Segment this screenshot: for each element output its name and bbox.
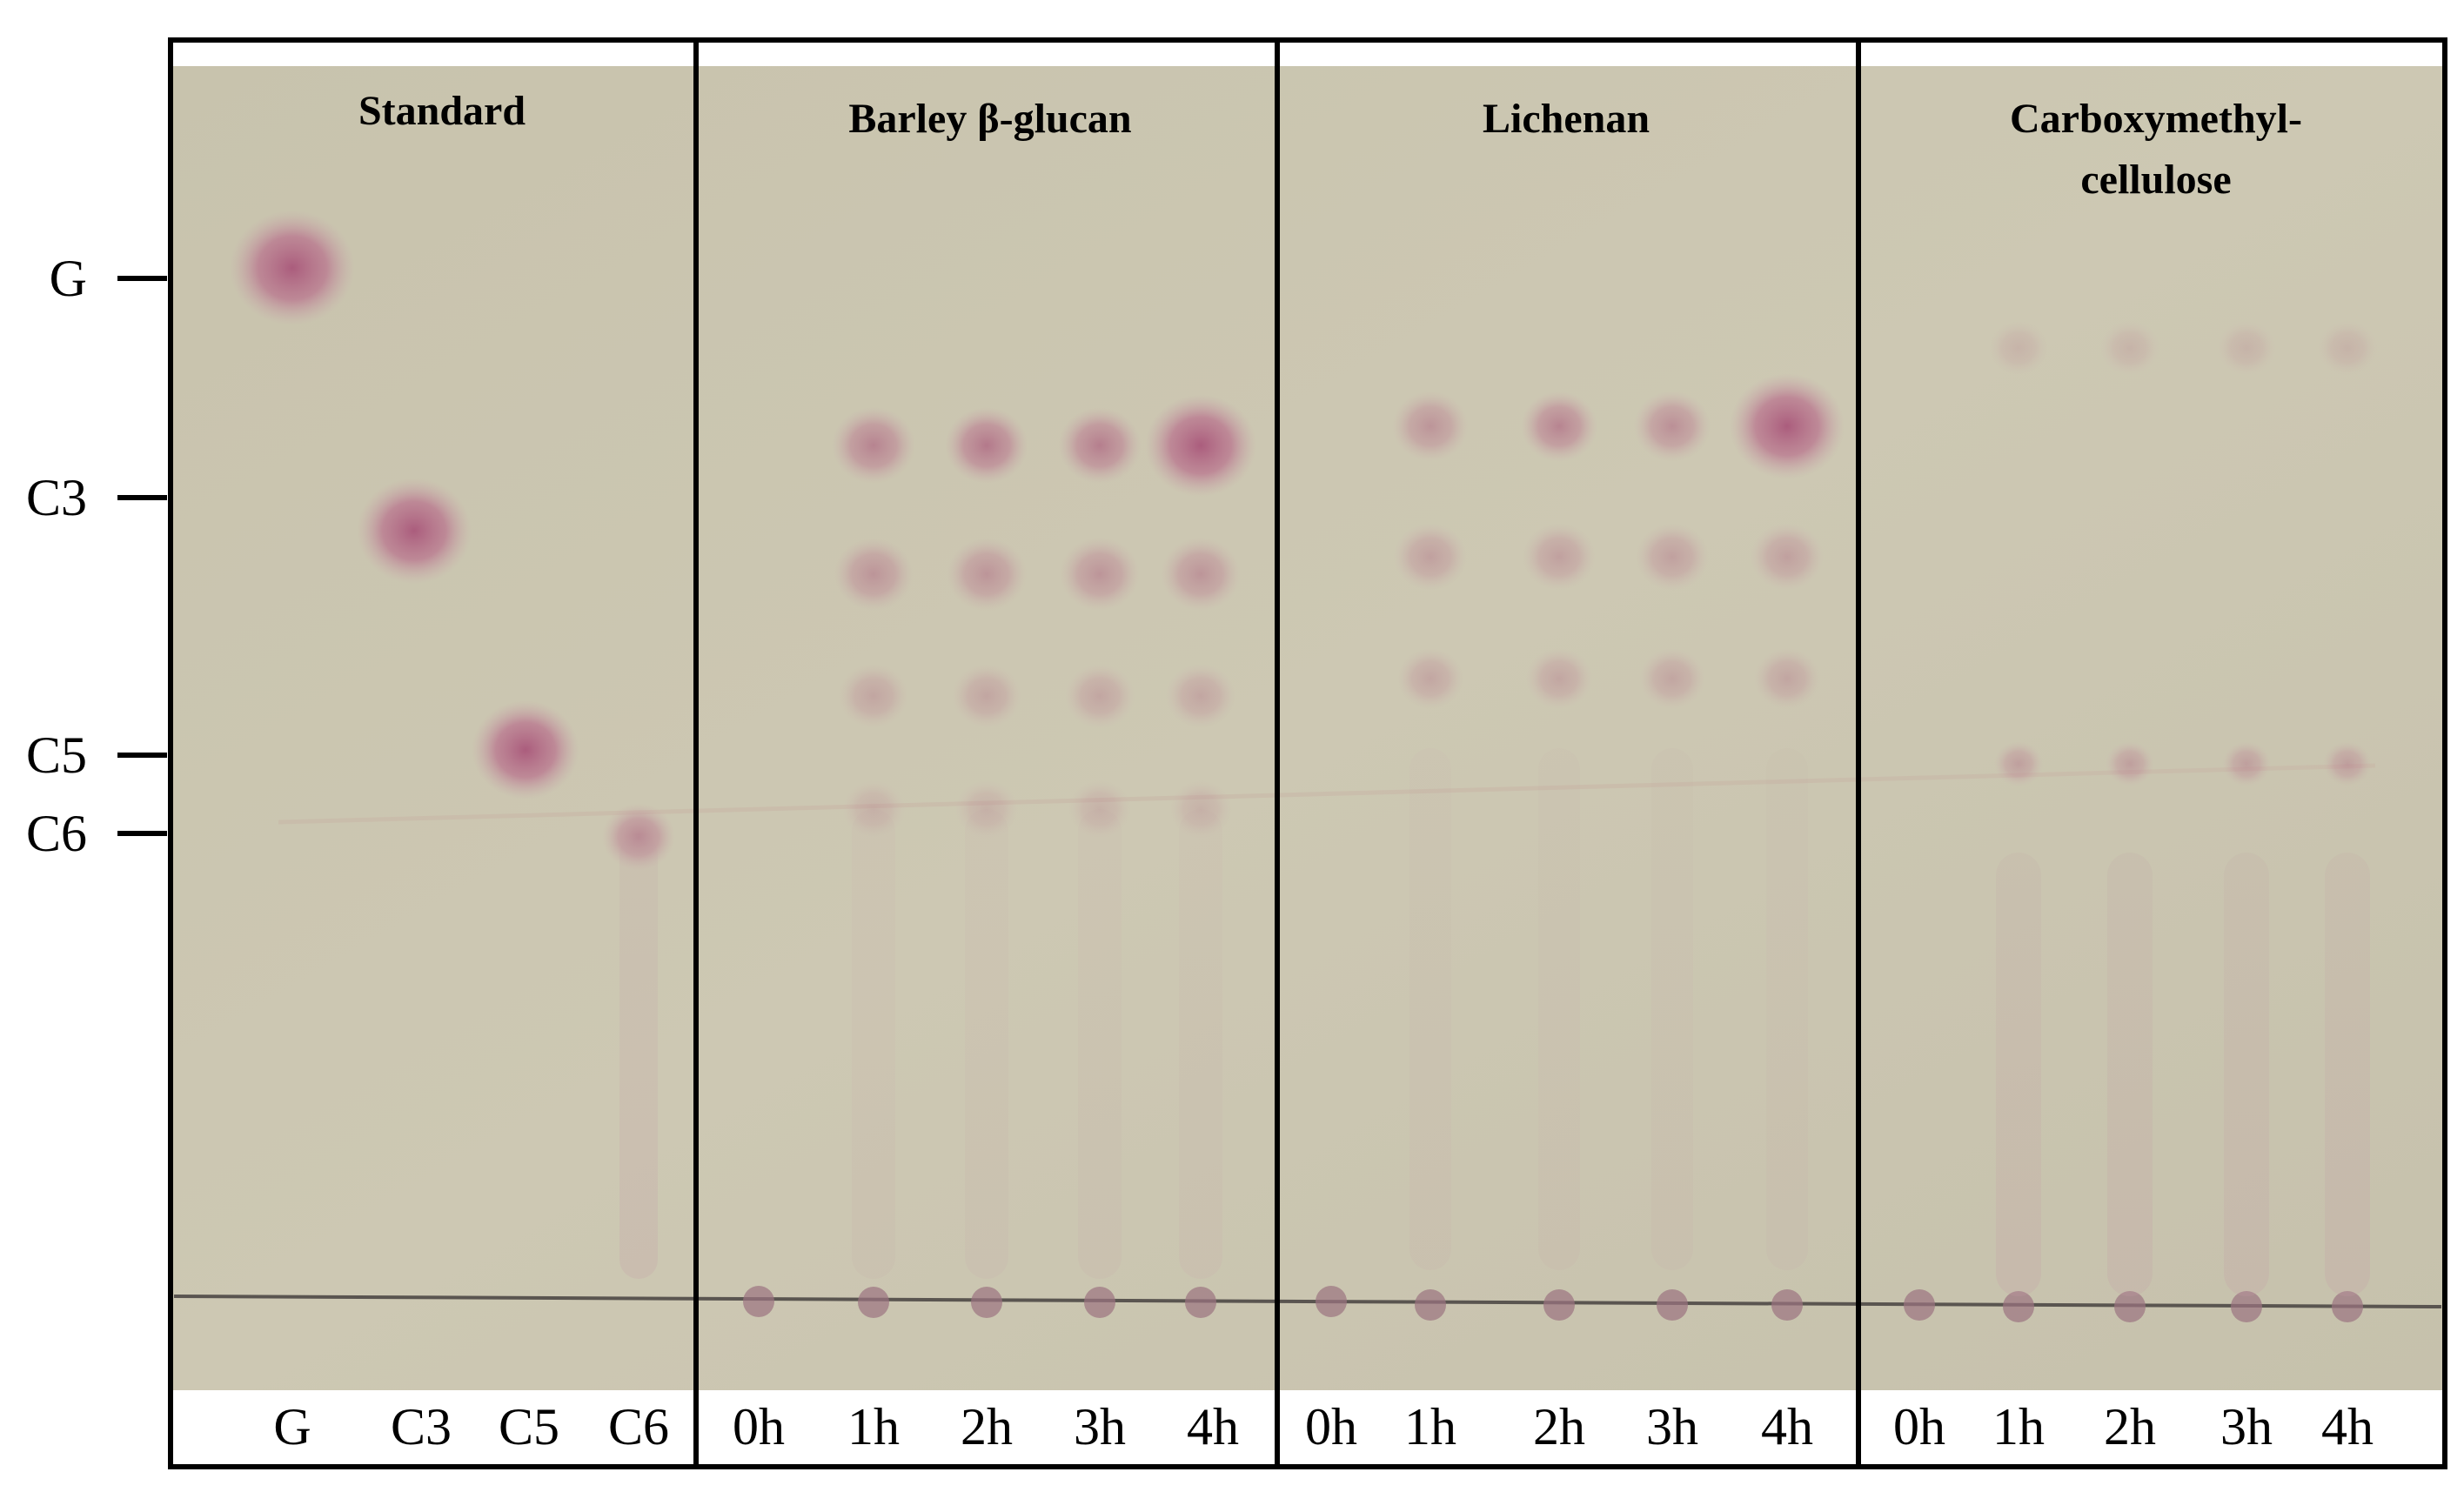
marker-label-c6: C6 xyxy=(26,805,87,862)
lane-label-cmc-3h: 3h xyxy=(2220,1398,2273,1455)
lane-label-lichenan-4h: 4h xyxy=(1761,1398,1813,1455)
panel-title-cmc-line1: Carboxymethyl- xyxy=(2010,96,2302,142)
origin-cmc-2 xyxy=(2114,1291,2146,1322)
origin-lichenan-4 xyxy=(1771,1289,1803,1321)
spot-barley-c4-1 xyxy=(947,537,1027,612)
lane-label-std-c5: C5 xyxy=(499,1398,559,1455)
spot-cmc-band-3 xyxy=(2323,741,2372,786)
lane-label-std-g: G xyxy=(273,1398,311,1455)
lane-label-std-c6: C6 xyxy=(608,1398,669,1455)
spot-lichenan-c5-2 xyxy=(1639,648,1705,709)
spot-lichenan-c3-0 xyxy=(1392,391,1469,462)
lane-label-lichenan-0h: 0h xyxy=(1305,1398,1357,1455)
marker-label-g: G xyxy=(50,250,87,307)
spots-layer xyxy=(230,210,2377,1322)
marker-label-c5: C5 xyxy=(26,726,87,784)
spot-cmc-top-3 xyxy=(2318,320,2377,376)
lane-label-strip xyxy=(171,1390,2445,1467)
streak-barley-1 xyxy=(965,809,1008,1279)
spot-cmc-band-0 xyxy=(1994,741,2043,786)
origin-cmc-3 xyxy=(2231,1291,2262,1322)
spot-barley-c3-0 xyxy=(832,406,915,485)
spot-lichenan-c5-0 xyxy=(1397,648,1463,709)
panel-title-standard: Standard xyxy=(358,88,526,134)
panel-title-barley: Barley β-glucan xyxy=(848,96,1131,142)
streak-standard-c6 xyxy=(619,835,658,1279)
lane-label-std-c3: C3 xyxy=(391,1398,452,1455)
spot-barley-c5-1 xyxy=(952,664,1021,728)
origin-cmc-0h xyxy=(1904,1289,1935,1321)
lane-label-barley-4h: 4h xyxy=(1187,1398,1239,1455)
spot-cmc-top-1 xyxy=(2100,320,2159,376)
lane-label-cmc-2h: 2h xyxy=(2104,1398,2156,1455)
lane-label-cmc-0h: 0h xyxy=(1893,1398,1945,1455)
spot-lichenan-c4-3 xyxy=(1751,523,1824,591)
origin-lichenan-0h xyxy=(1316,1286,1347,1317)
lane-label-cmc-4h: 4h xyxy=(2321,1398,2374,1455)
spot-lichenan-c3-1 xyxy=(1521,391,1597,462)
lane-label-cmc-1h: 1h xyxy=(1992,1398,2045,1455)
spot-lichenan-c4-2 xyxy=(1636,523,1709,591)
spot-cmc-band-1 xyxy=(2106,741,2154,786)
origin-baseline xyxy=(173,1295,2442,1308)
lane-label-lichenan-2h: 2h xyxy=(1533,1398,1585,1455)
origin-cmc-1 xyxy=(2003,1291,2034,1322)
lane-label-barley-0h: 0h xyxy=(733,1398,785,1455)
origin-barley-0h xyxy=(743,1286,774,1317)
streak-barley-3 xyxy=(1179,809,1222,1279)
origin-barley-3 xyxy=(1084,1287,1115,1318)
streak-barley-2 xyxy=(1078,809,1122,1279)
lane-label-lichenan-1h: 1h xyxy=(1404,1398,1456,1455)
spot-cmc-top-0 xyxy=(1989,320,2048,376)
streaks-layer xyxy=(619,748,2370,1296)
streak-cmc-0 xyxy=(1996,853,2041,1296)
spot-barley-c5-0 xyxy=(839,664,908,728)
spot-barley-c4-0 xyxy=(834,537,914,612)
origin-barley-2 xyxy=(971,1287,1002,1318)
spot-barley-c5-2 xyxy=(1065,664,1135,728)
lane-label-barley-2h: 2h xyxy=(961,1398,1013,1455)
lane-label-barley-1h: 1h xyxy=(847,1398,900,1455)
lane-label-lichenan-3h: 3h xyxy=(1646,1398,1698,1455)
origin-lichenan-3 xyxy=(1657,1289,1688,1321)
spot-barley-c4-3 xyxy=(1161,537,1241,612)
origin-lichenan-2 xyxy=(1543,1289,1575,1321)
spot-standard-c5 xyxy=(472,699,579,800)
streak-barley-0 xyxy=(852,809,895,1279)
spot-cmc-band-2 xyxy=(2222,741,2271,786)
spot-barley-c3-3 xyxy=(1145,394,1256,497)
spot-lichenan-c4-1 xyxy=(1523,523,1596,591)
origin-barley-1 xyxy=(858,1287,889,1318)
spot-barley-c4-2 xyxy=(1060,537,1140,612)
panel-frame-cmc xyxy=(1856,37,2447,1469)
spot-lichenan-c5-1 xyxy=(1526,648,1592,709)
streak-cmc-2 xyxy=(2224,853,2269,1296)
spot-barley-c3-1 xyxy=(945,406,1028,485)
streak-lichenan-0 xyxy=(1409,748,1451,1270)
spot-lichenan-c3-2 xyxy=(1634,391,1711,462)
spot-barley-c3-2 xyxy=(1058,406,1142,485)
origin-barley-4 xyxy=(1185,1287,1216,1318)
streak-cmc-3 xyxy=(2325,853,2370,1296)
spot-cmc-top-2 xyxy=(2217,320,2276,376)
spot-lichenan-c5-3 xyxy=(1754,648,1820,709)
streak-lichenan-2 xyxy=(1651,748,1693,1270)
panel-title-cmc-line2: cellulose xyxy=(2080,157,2231,203)
spot-standard-c3 xyxy=(357,478,472,584)
streak-cmc-1 xyxy=(2107,853,2153,1296)
spot-standard-g xyxy=(230,210,355,326)
marker-label-c3: C3 xyxy=(26,469,87,526)
streak-lichenan-3 xyxy=(1766,748,1808,1270)
spot-barley-c5-3 xyxy=(1166,664,1235,728)
panel-title-lichenan: Lichenan xyxy=(1483,96,1650,142)
spot-lichenan-c3-3 xyxy=(1730,373,1845,479)
spot-lichenan-c4-0 xyxy=(1394,523,1467,591)
origin-cmc-4 xyxy=(2332,1291,2363,1322)
streak-lichenan-1 xyxy=(1538,748,1580,1270)
lane-label-barley-3h: 3h xyxy=(1074,1398,1126,1455)
origin-lichenan-1 xyxy=(1415,1289,1446,1321)
